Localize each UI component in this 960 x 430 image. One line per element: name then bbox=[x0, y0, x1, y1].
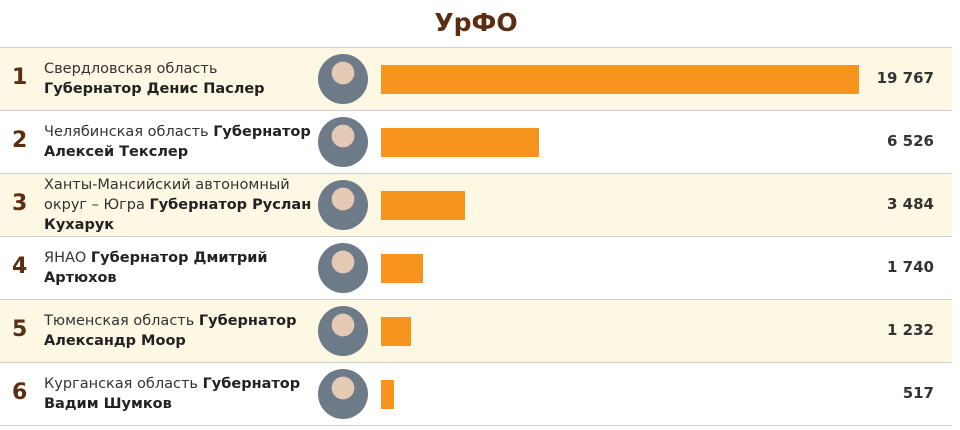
row: 1 Свердловская область Губернатор Денис П… bbox=[0, 47, 952, 110]
bar bbox=[381, 65, 859, 94]
rank: 2 bbox=[12, 128, 28, 153]
bar bbox=[381, 128, 539, 157]
row-text: Тюменская область Губернатор Александр М… bbox=[44, 311, 314, 351]
value-label: 19 767 bbox=[876, 69, 934, 87]
row: 6 Курганская область Губернатор Вадим Шум… bbox=[0, 362, 952, 425]
rank: 5 bbox=[12, 317, 28, 342]
governor: Губернатор Дмитрий Артюхов bbox=[44, 250, 268, 286]
rank: 4 bbox=[12, 254, 28, 279]
governor: Губернатор Вадим Шумков bbox=[44, 376, 301, 412]
rank: 3 bbox=[12, 191, 28, 216]
chart-title: УрФО bbox=[434, 8, 518, 37]
bar bbox=[381, 317, 411, 346]
row: 5 Тюменская область Губернатор Александр … bbox=[0, 299, 952, 362]
bar bbox=[381, 254, 424, 283]
rank: 6 bbox=[12, 380, 28, 405]
row-text: Свердловская область Губернатор Денис Па… bbox=[44, 59, 314, 99]
governor: Губернатор Денис Паслер bbox=[44, 81, 265, 97]
value-label: 3 484 bbox=[887, 195, 934, 213]
rank: 1 bbox=[12, 65, 28, 90]
photo bbox=[318, 180, 368, 230]
row: 4 ЯНАО Губернатор Дмитрий Артюхов 1 740 bbox=[0, 236, 952, 299]
row-text: Челябинская область Губернатор Алексей Т… bbox=[44, 122, 314, 162]
row-text: Курганская область Губернатор Вадим Шумк… bbox=[44, 374, 314, 414]
value-label: 1 740 bbox=[887, 258, 934, 276]
row-text: ЯНАО Губернатор Дмитрий Артюхов bbox=[44, 248, 314, 288]
region: Челябинская область bbox=[44, 124, 209, 140]
bar bbox=[381, 380, 394, 409]
region: ЯНАО bbox=[44, 250, 87, 266]
row: 2 Челябинская область Губернатор Алексей … bbox=[0, 110, 952, 173]
region: Тюменская область bbox=[44, 313, 195, 329]
row: 3 Ханты-Мансийский автономный округ – Югр… bbox=[0, 173, 952, 236]
row-text: Ханты-Мансийский автономный округ – Югра… bbox=[44, 175, 314, 235]
photo bbox=[318, 306, 368, 356]
value-label: 517 bbox=[902, 384, 934, 402]
row-border bbox=[0, 425, 952, 426]
bar bbox=[381, 191, 466, 220]
region: Свердловская область bbox=[44, 61, 218, 77]
photo bbox=[318, 117, 368, 167]
photo bbox=[318, 369, 368, 419]
governor: Губернатор Александр Моор bbox=[44, 313, 297, 349]
governor: Губернатор Алексей Текслер bbox=[44, 124, 311, 160]
governor: Губернатор Руслан Кухарук bbox=[44, 197, 312, 233]
value-label: 1 232 bbox=[887, 321, 934, 339]
photo bbox=[318, 54, 368, 104]
region: Курганская область bbox=[44, 376, 198, 392]
photo bbox=[318, 243, 368, 293]
value-label: 6 526 bbox=[887, 132, 934, 150]
region: Ханты-Мансийский автономный округ – Югра bbox=[44, 177, 290, 213]
